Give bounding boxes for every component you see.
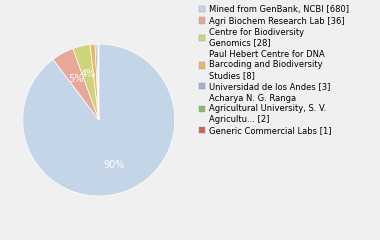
Text: 4%: 4% — [80, 69, 96, 79]
Wedge shape — [90, 44, 99, 120]
Wedge shape — [97, 44, 99, 120]
Wedge shape — [53, 48, 99, 120]
Wedge shape — [73, 44, 99, 120]
Wedge shape — [23, 44, 175, 196]
Text: 90%: 90% — [103, 160, 125, 170]
Legend: Mined from GenBank, NCBI [680], Agri Biochem Research Lab [36], Centre for Biodi: Mined from GenBank, NCBI [680], Agri Bio… — [198, 4, 350, 136]
Text: 5%: 5% — [69, 74, 84, 84]
Wedge shape — [98, 44, 99, 120]
Wedge shape — [95, 44, 99, 120]
